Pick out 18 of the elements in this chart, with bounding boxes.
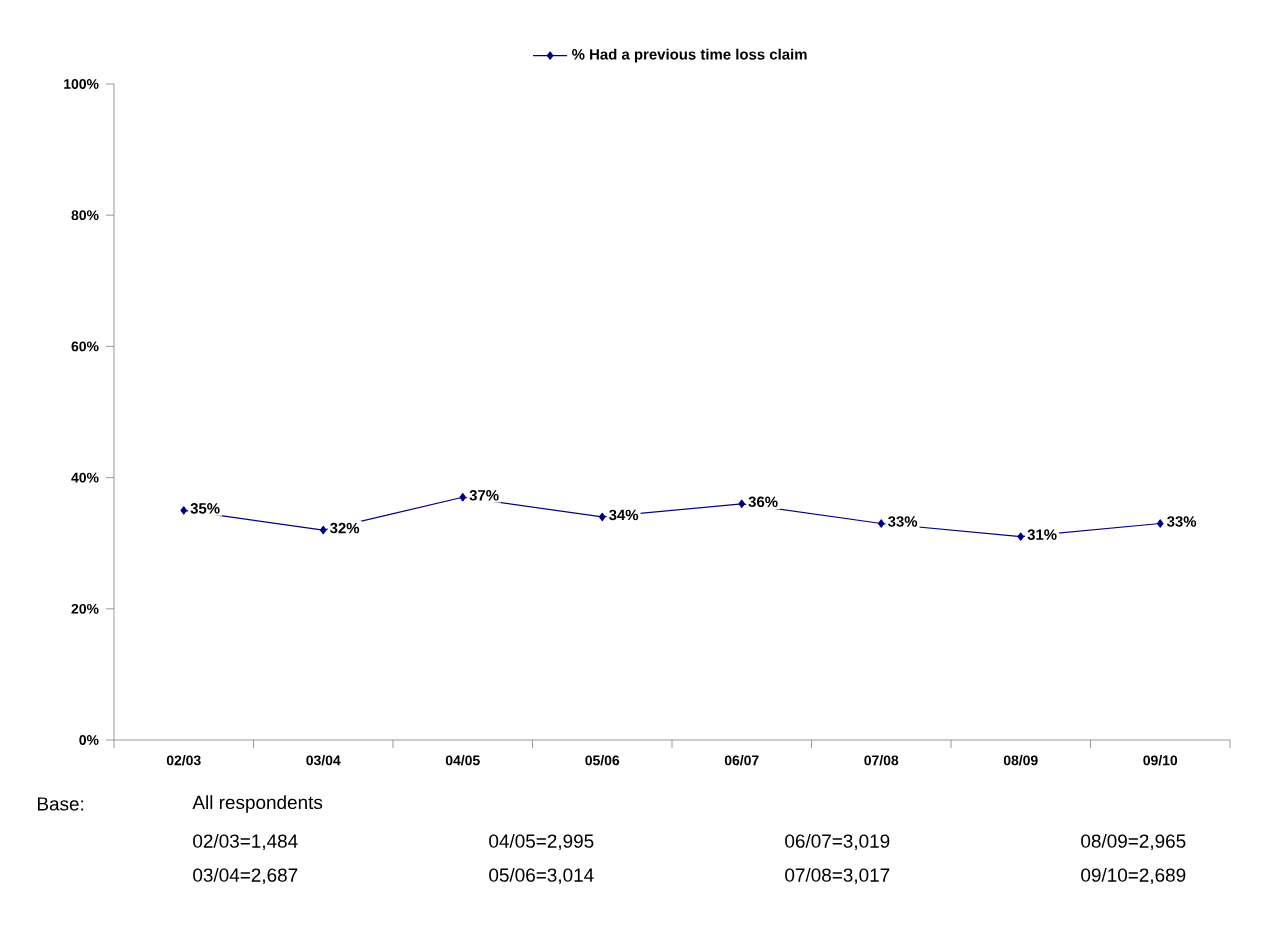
text: Base: [37, 797, 84, 811]
text: 05/06=3,014 [489, 867, 594, 885]
text: 02/03=1,484 [193, 833, 298, 851]
point [1017, 532, 1025, 541]
point [459, 493, 467, 502]
text: 04/05=2,995 [489, 833, 594, 851]
point [598, 512, 606, 522]
text: All respondents [192, 795, 323, 813]
point [877, 519, 885, 528]
point [1156, 519, 1164, 528]
point [319, 525, 327, 535]
text: 08/09=2,965 [1081, 833, 1186, 851]
text: 06/07=3,019 [785, 833, 890, 851]
point [180, 506, 188, 515]
text: 07/08=3,017 [785, 867, 890, 885]
text: 09/10=2,689 [1081, 867, 1186, 885]
point [738, 499, 746, 509]
text: 03/04=2,687 [193, 867, 298, 885]
